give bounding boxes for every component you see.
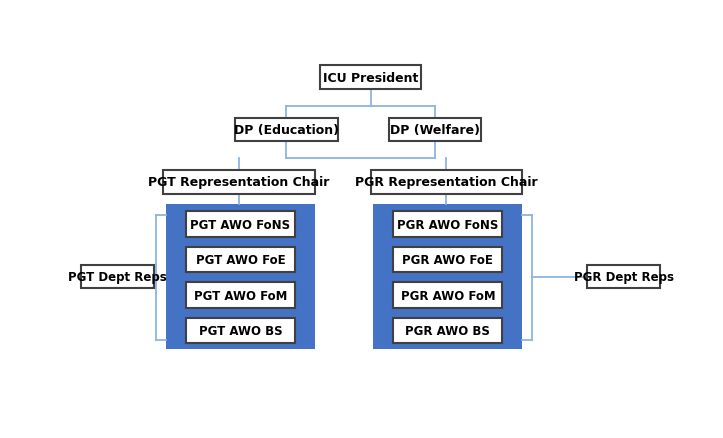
Text: PGT Representation Chair: PGT Representation Chair [148,176,330,189]
FancyBboxPatch shape [389,118,482,142]
Text: PGR Dept Reps: PGR Dept Reps [574,270,674,283]
Text: PGT Dept Reps: PGT Dept Reps [68,270,166,283]
FancyBboxPatch shape [393,318,502,343]
FancyBboxPatch shape [235,118,338,142]
FancyBboxPatch shape [186,247,295,272]
FancyBboxPatch shape [186,212,295,237]
FancyBboxPatch shape [393,247,502,272]
FancyBboxPatch shape [373,204,522,350]
FancyBboxPatch shape [393,283,502,308]
FancyBboxPatch shape [81,265,154,289]
FancyBboxPatch shape [186,318,295,343]
Text: PGR Representation Chair: PGR Representation Chair [355,176,537,189]
Text: PGR AWO FoM: PGR AWO FoM [401,289,495,302]
FancyBboxPatch shape [163,171,315,194]
Text: PGT AWO FoE: PGT AWO FoE [196,254,286,266]
Text: ICU President: ICU President [323,71,418,85]
Text: PGR AWO FoNS: PGR AWO FoNS [397,218,499,231]
Text: PGT AWO BS: PGT AWO BS [199,324,283,337]
FancyBboxPatch shape [320,66,421,90]
FancyBboxPatch shape [371,171,522,194]
Text: DP (Welfare): DP (Welfare) [390,124,480,137]
Text: PGT AWO FoNS: PGT AWO FoNS [190,218,291,231]
FancyBboxPatch shape [166,204,315,350]
Text: DP (Education): DP (Education) [234,124,339,137]
FancyBboxPatch shape [587,265,660,289]
Text: PGT AWO FoM: PGT AWO FoM [194,289,287,302]
FancyBboxPatch shape [186,283,295,308]
Text: PGR AWO BS: PGR AWO BS [406,324,490,337]
Text: PGR AWO FoE: PGR AWO FoE [403,254,493,266]
FancyBboxPatch shape [393,212,502,237]
